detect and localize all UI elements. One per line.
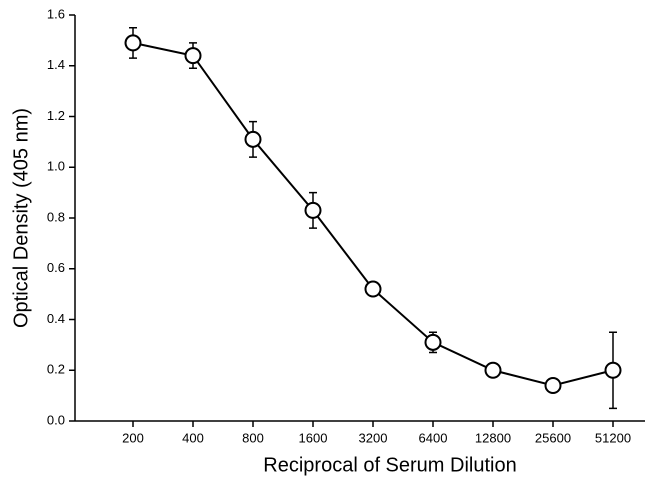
y-tick-label: 0.8 (47, 209, 65, 224)
data-point (184, 47, 202, 65)
x-axis-title: Reciprocal of Serum Dilution (263, 454, 516, 476)
x-tick-label: 6400 (419, 430, 448, 445)
y-tick-label: 0.0 (47, 412, 65, 427)
x-tick-label: 3200 (359, 430, 388, 445)
data-point (604, 361, 622, 379)
data-point (424, 333, 442, 351)
data-point (304, 201, 322, 219)
x-tick-label: 12800 (475, 430, 511, 445)
y-axis-title: Optical Density (405 nm) (10, 108, 32, 328)
data-point (124, 34, 142, 52)
y-tick-label: 1.4 (47, 57, 65, 72)
data-point (544, 376, 562, 394)
y-tick-label: 1.6 (47, 6, 65, 21)
data-point (484, 361, 502, 379)
y-tick-label: 1.2 (47, 108, 65, 123)
data-point (364, 280, 382, 298)
y-tick-label: 0.4 (47, 311, 65, 326)
x-tick-label: 1600 (299, 430, 328, 445)
y-tick-label: 0.2 (47, 362, 65, 377)
data-point (244, 130, 262, 148)
x-tick-label: 200 (122, 430, 144, 445)
x-tick-label: 25600 (535, 430, 571, 445)
y-tick-label: 0.6 (47, 260, 65, 275)
x-tick-label: 800 (242, 430, 264, 445)
x-tick-label: 400 (182, 430, 204, 445)
y-tick-label: 1.0 (47, 159, 65, 174)
data-line (132, 41, 614, 387)
x-tick-label: 51200 (595, 430, 631, 445)
